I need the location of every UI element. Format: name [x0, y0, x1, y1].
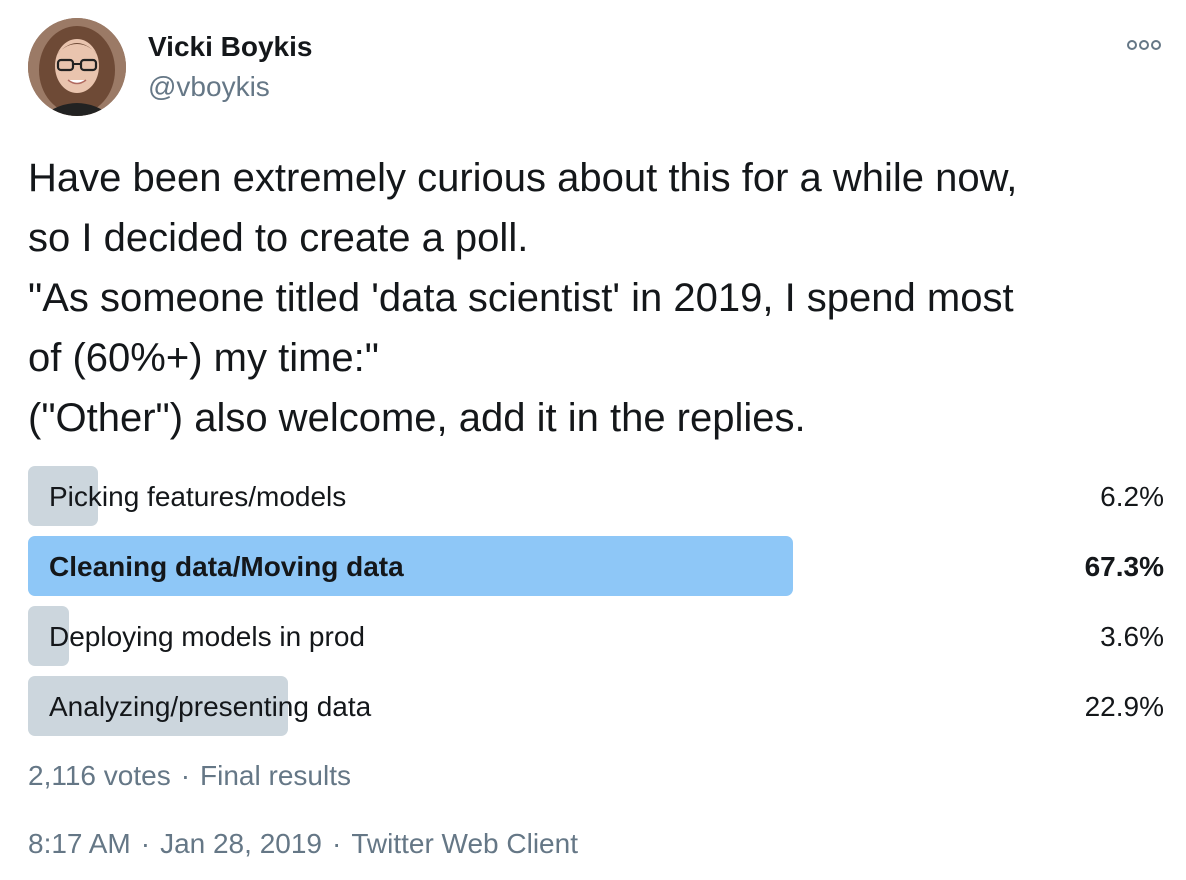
- separator-dot: ·: [180, 760, 191, 791]
- tweet-line: of (60%+) my time:": [28, 336, 379, 380]
- poll-option-deploying-models: Deploying models in prod 3.6%: [28, 606, 1164, 666]
- poll-bar: [28, 536, 793, 596]
- tweet-line: "As someone titled 'data scientist' in 2…: [28, 276, 1014, 320]
- poll-summary: 2,116 votes · Final results: [28, 758, 351, 794]
- more-horizontal-icon[interactable]: [1126, 34, 1162, 56]
- author-handle[interactable]: @vboykis: [148, 71, 270, 102]
- poll-bar: [28, 606, 69, 666]
- poll-option-label: Cleaning data/Moving data: [49, 551, 404, 582]
- poll-status: Final results: [200, 760, 351, 791]
- tweet-meta: 8:17 AM · Jan 28, 2019 · Twitter Web Client: [28, 826, 578, 862]
- author-display-name[interactable]: Vicki Boykis: [148, 31, 313, 62]
- avatar[interactable]: [28, 18, 126, 116]
- poll-option-analyzing-data: Analyzing/presenting data 22.9%: [28, 676, 1164, 736]
- poll-vote-count: 2,116 votes: [28, 760, 171, 791]
- poll-option-label: Picking features/models: [49, 481, 347, 512]
- poll: Picking features/models 6.2% Cleaning da…: [28, 466, 1164, 746]
- poll-option-label: Deploying models in prod: [49, 621, 365, 652]
- poll-option-label: Analyzing/presenting data: [49, 691, 372, 722]
- tweet-line: Have been extremely curious about this f…: [28, 156, 1018, 200]
- poll-option-percent: 67.3%: [1084, 551, 1164, 582]
- poll-option-percent: 6.2%: [1100, 481, 1164, 512]
- poll-option-percent: 22.9%: [1084, 691, 1164, 722]
- poll-bar: [28, 676, 289, 736]
- tweet-time[interactable]: 8:17 AM: [28, 828, 131, 859]
- tweet-date[interactable]: Jan 28, 2019: [160, 828, 322, 859]
- poll-bar: [28, 466, 99, 526]
- tweet-line: ("Other") also welcome, add it in the re…: [28, 396, 806, 440]
- poll-option-picking-features: Picking features/models 6.2%: [28, 466, 1164, 526]
- tweet-text: Have been extremely curious about this f…: [28, 148, 1163, 448]
- tweet-client[interactable]: Twitter Web Client: [351, 828, 578, 859]
- poll-option-cleaning-data: Cleaning data/Moving data 67.3%: [28, 536, 1164, 596]
- tweet-line: so I decided to create a poll.: [28, 216, 529, 260]
- poll-option-percent: 3.6%: [1100, 621, 1164, 652]
- separator-dot: ·: [331, 828, 342, 859]
- separator-dot: ·: [140, 828, 151, 859]
- avatar-photo: [28, 18, 126, 116]
